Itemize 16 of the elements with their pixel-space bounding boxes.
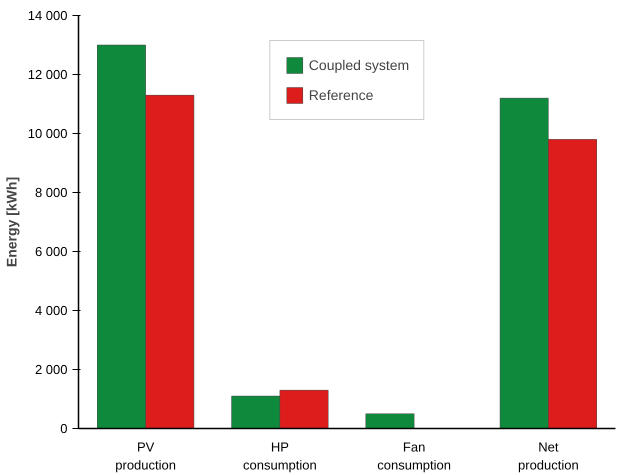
y-tick-label: 2 000 (34, 362, 68, 377)
y-axis-title: Energy [kWh] (4, 176, 20, 268)
legend-label: Reference (308, 87, 374, 103)
x-tick-label: HP consumption (243, 440, 317, 472)
bar (366, 414, 414, 428)
y-tick-label: 12 000 (28, 67, 68, 82)
x-tick-label: Net production (518, 440, 579, 472)
legend-label: Coupled system (308, 57, 410, 73)
y-tick-label: 4 000 (34, 303, 68, 318)
y-tick-label: 10 000 (28, 126, 68, 141)
y-tick-label: 14 000 (28, 8, 68, 23)
y-tick-label: 0 (60, 421, 68, 436)
x-tick-label: PV production (115, 440, 176, 472)
x-tick-label: Fan consumption (377, 440, 451, 472)
y-tick-label: 6 000 (34, 244, 68, 259)
y-tick-label: 8 000 (34, 185, 68, 200)
